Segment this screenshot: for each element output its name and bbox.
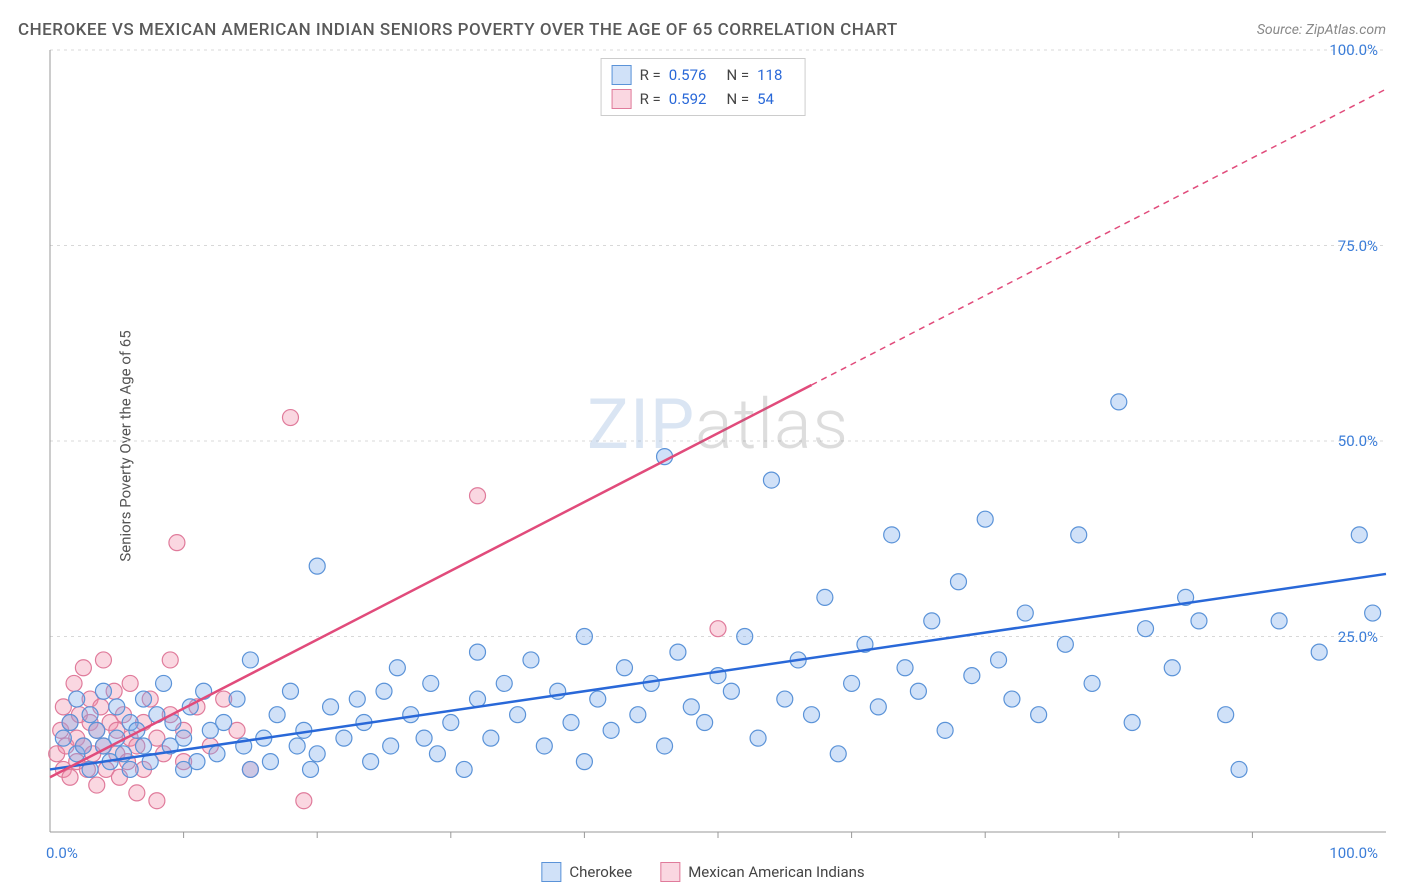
n-label: N =: [726, 66, 749, 84]
x-tick-label-min: 0.0%: [46, 844, 78, 862]
source-attribution: Source: ZipAtlas.com: [1257, 22, 1386, 38]
x-tick-label-max: 100.0%: [1329, 844, 1378, 862]
source-value: ZipAtlas.com: [1306, 22, 1386, 38]
y-tick-label: 100.0%: [1329, 41, 1378, 59]
y-tick-label: 75.0%: [1338, 237, 1378, 255]
stats-row-mexican: R = 0.592 N = 54: [612, 87, 795, 111]
legend-item-cherokee: Cherokee: [541, 862, 632, 882]
correlation-stats-box: R = 0.576 N = 118 R = 0.592 N = 54: [601, 58, 806, 116]
legend-swatch-cherokee: [541, 862, 561, 882]
swatch-cherokee: [612, 65, 632, 85]
chart-container: CHEROKEE VS MEXICAN AMERICAN INDIAN SENI…: [0, 0, 1406, 892]
legend-label-mexican: Mexican American Indians: [688, 863, 864, 881]
r-label: R =: [640, 66, 661, 84]
chart-title: CHEROKEE VS MEXICAN AMERICAN INDIAN SENI…: [18, 20, 898, 40]
n-value-mexican: 54: [757, 90, 774, 108]
stats-row-cherokee: R = 0.576 N = 118: [612, 63, 795, 87]
r-value-mexican: 0.592: [669, 90, 707, 108]
swatch-mexican: [612, 89, 632, 109]
y-tick-label: 25.0%: [1338, 628, 1378, 646]
r-value-cherokee: 0.576: [669, 66, 707, 84]
n-value-cherokee: 118: [757, 66, 782, 84]
plot-area: ZIPatlas: [50, 50, 1386, 832]
n-label: N =: [726, 90, 749, 108]
source-label: Source:: [1257, 22, 1306, 38]
legend-swatch-mexican: [660, 862, 680, 882]
scatter-plot-svg: [50, 50, 1386, 832]
series-legend: Cherokee Mexican American Indians: [541, 862, 864, 882]
legend-label-cherokee: Cherokee: [569, 863, 632, 881]
r-label: R =: [640, 90, 661, 108]
y-tick-label: 50.0%: [1338, 432, 1378, 450]
legend-item-mexican: Mexican American Indians: [660, 862, 864, 882]
